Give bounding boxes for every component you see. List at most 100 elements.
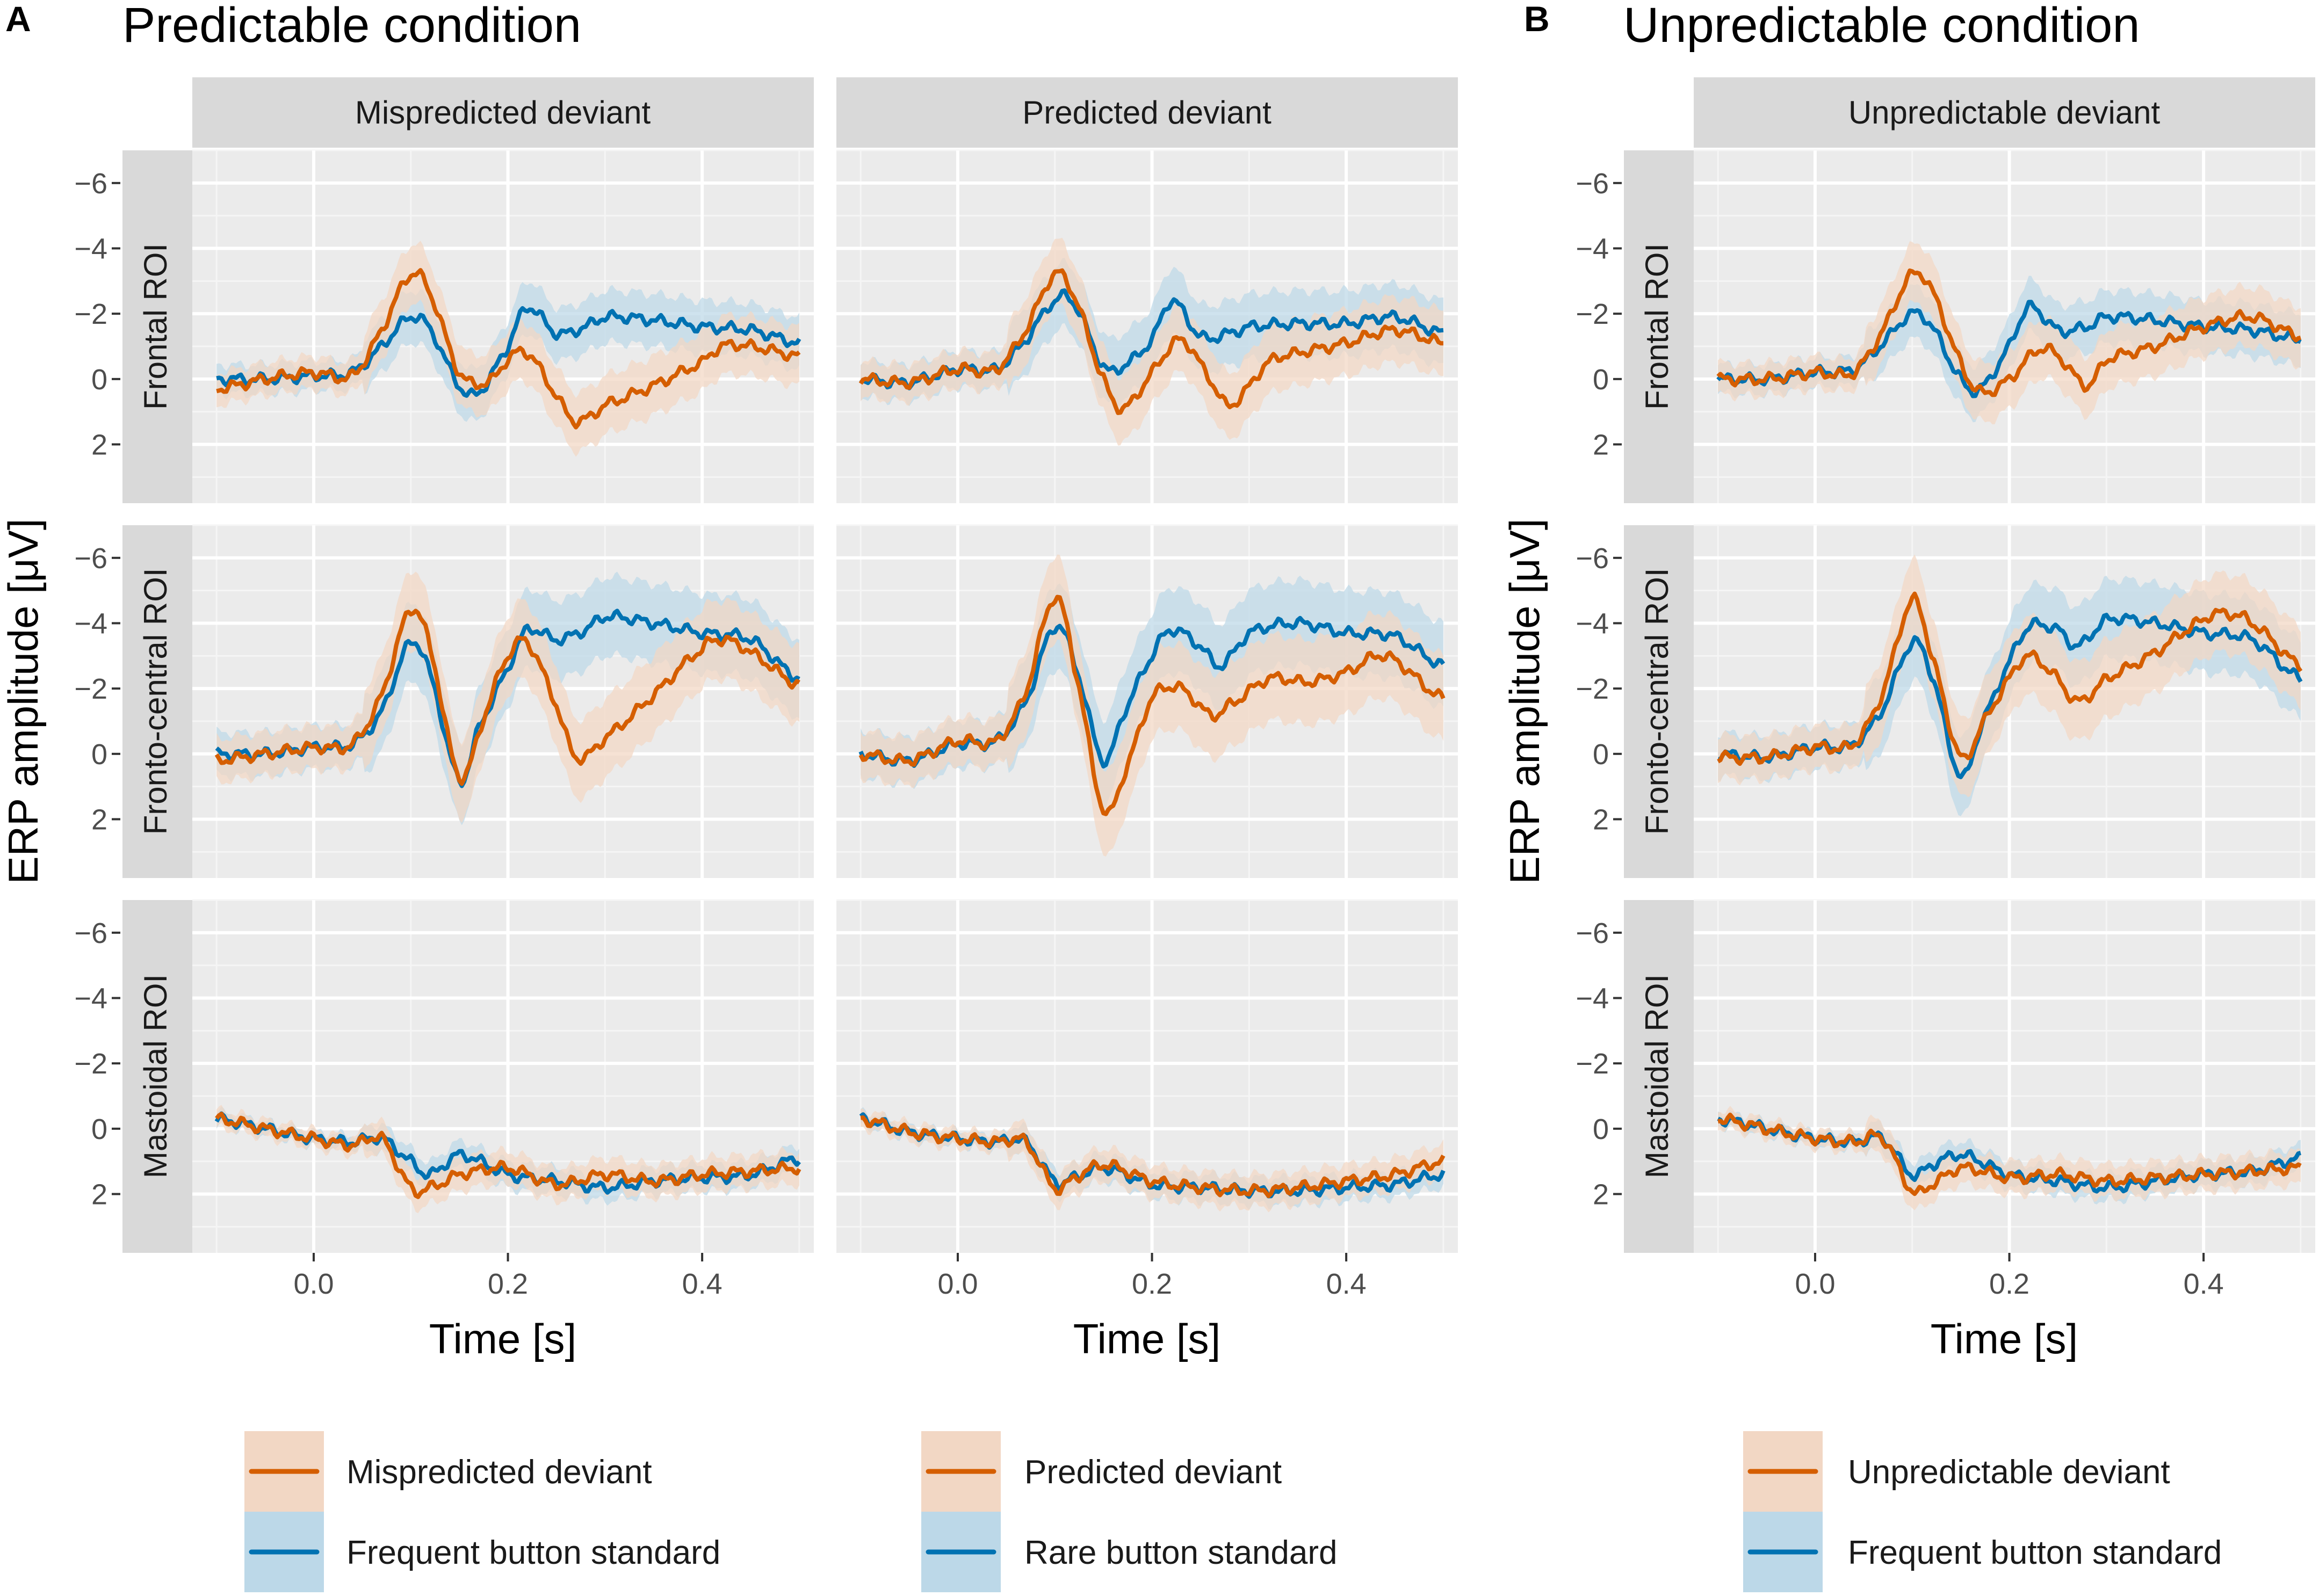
ribbon-deviant: [861, 554, 1443, 857]
panel-1-2: 0.0 0.2 0.4: [836, 899, 1458, 1300]
y-tick-label: −2: [1576, 298, 1609, 330]
panel-0-2: −6 −4 −2 0 2 0.0 0.2 0.4: [74, 899, 814, 1300]
y-tick-label: −6: [74, 542, 107, 575]
legend-label-standard: Frequent button standard: [346, 1534, 720, 1571]
y-tick-label: −2: [1576, 673, 1609, 705]
x-tick-label: 0.0: [937, 1268, 978, 1300]
panel-2-1: −6 −4 −2 0 2: [1576, 524, 2315, 878]
panel-a-title: Predictable condition: [122, 0, 581, 53]
series-line-deviant: [860, 1115, 1446, 1199]
legend-unpredictable: Unpredictable deviant Frequent button st…: [1743, 1431, 2222, 1592]
panel-2-2: −6 −4 −2 0 2 0.0 0.2 0.4: [1576, 899, 2315, 1300]
column-strip-unpredictable: Unpredictable deviant: [1694, 77, 2315, 148]
y-tick-label: −4: [1576, 233, 1609, 265]
y-tick-label: −4: [1576, 608, 1609, 640]
y-tick-label: −6: [74, 917, 107, 949]
y-tick-label: −2: [74, 298, 107, 330]
y-tick-label: −4: [74, 983, 107, 1015]
y-tick-label: 0: [1593, 1113, 1609, 1145]
x-tick-label: 0.2: [488, 1268, 528, 1300]
y-tick-label: 2: [1593, 429, 1609, 461]
ribbon-standard: [216, 571, 799, 825]
y-tick-label: −2: [1576, 1048, 1609, 1080]
panel-1-0: [836, 149, 1458, 503]
row-label: Frontal ROI: [1639, 243, 1675, 410]
series-line-deviant: [214, 608, 800, 786]
series-line-deviant: [858, 594, 1446, 816]
row-strip-mastoidal-b: Mastoidal ROI: [1624, 900, 1694, 1253]
x-tick-label: 0.4: [2184, 1268, 2224, 1300]
y-tick-label: 0: [1593, 364, 1609, 396]
legend-mispredicted: Mispredicted deviant Frequent button sta…: [244, 1431, 720, 1592]
x-tick-label: 0.4: [682, 1268, 723, 1300]
panel-b-letter: B: [1524, 0, 1550, 39]
y-tick-label: −2: [74, 1048, 107, 1080]
strip-label: Predicted deviant: [1022, 95, 1272, 130]
y-tick-label: −4: [1576, 983, 1609, 1015]
legend-label-deviant: Unpredictable deviant: [1848, 1454, 2170, 1491]
series-line-standard: [215, 608, 800, 788]
x-tick-label: 0.2: [1132, 1268, 1172, 1300]
panel-b-title: Unpredictable condition: [1623, 0, 2140, 53]
x-tick-label: 0.0: [1795, 1268, 1835, 1300]
row-strip-frontal-b: Frontal ROI: [1624, 150, 1694, 503]
row-label: Mastoidal ROI: [1639, 974, 1675, 1178]
plot-background: [1694, 900, 2315, 1253]
row-strip-mastoidal-a: Mastoidal ROI: [122, 900, 192, 1253]
row-label: Fronto-central ROI: [138, 568, 174, 835]
panel-0-0: −6 −4 −2 0 2: [74, 149, 814, 503]
column-strip-mispredicted: Mispredicted deviant: [192, 77, 814, 148]
y-tick-label: −4: [74, 233, 107, 265]
y-tick-label: 0: [1593, 738, 1609, 771]
row-strip-fronto-central-a: Fronto-central ROI: [122, 525, 192, 878]
ribbon-deviant: [1718, 241, 2301, 425]
y-tick-label: 2: [91, 429, 107, 461]
y-tick-label: 0: [91, 738, 107, 771]
series-line-deviant: [1717, 591, 2303, 766]
y-tick-label: −6: [1576, 168, 1609, 200]
row-strip-fronto-central-b: Fronto-central ROI: [1624, 525, 1694, 878]
row-strip-frontal-a: Frontal ROI: [122, 150, 192, 503]
column-strip-predicted: Predicted deviant: [836, 77, 1458, 148]
x-axis-title-col3: Time [s]: [1931, 1315, 2078, 1362]
plot-panels: −6 −4 −2 0 2 −6 −4 −2 0 2 −6 −4 −2 0 2 −6 −4 −2 0 2 −6 −4 −2 0 2…: [74, 149, 2315, 1300]
row-label: Mastoidal ROI: [138, 974, 174, 1178]
y-tick-label: 2: [91, 1179, 107, 1211]
y-tick-label: −2: [74, 673, 107, 705]
ribbon-deviant: [1718, 1106, 2301, 1210]
x-tick-label: 0.4: [1326, 1268, 1367, 1300]
y-tick-label: 2: [1593, 1179, 1609, 1211]
y-tick-label: −6: [1576, 542, 1609, 575]
strip-label: Mispredicted deviant: [355, 95, 651, 130]
row-label: Fronto-central ROI: [1639, 568, 1675, 835]
plot-background: [192, 900, 814, 1253]
panel-2-0: −6 −4 −2 0 2: [1576, 149, 2315, 503]
y-axis-title-b: ERP amplitude [μV]: [1501, 519, 1548, 884]
series-line-deviant: [858, 268, 1443, 415]
y-tick-label: −6: [1576, 917, 1609, 949]
legend-label-standard: Frequent button standard: [1848, 1534, 2222, 1571]
panel-a-letter: A: [5, 0, 31, 39]
series-line-deviant: [215, 1112, 801, 1199]
series-line-deviant: [1716, 268, 2302, 397]
strip-label: Unpredictable deviant: [1848, 95, 2161, 130]
y-axis-title-a: ERP amplitude [μV]: [0, 519, 47, 884]
y-tick-label: 0: [91, 364, 107, 396]
ribbon-deviant: [216, 571, 799, 823]
panel-0-1: −6 −4 −2 0 2: [74, 524, 814, 878]
series-line-deviant: [216, 268, 801, 430]
y-tick-label: −6: [74, 168, 107, 200]
x-tick-label: 0.0: [293, 1268, 334, 1300]
x-tick-label: 0.2: [1989, 1268, 2029, 1300]
row-label: Frontal ROI: [138, 243, 174, 410]
legend-label-deviant: Predicted deviant: [1024, 1454, 1282, 1491]
y-tick-label: −4: [74, 608, 107, 640]
panel-1-1: [836, 524, 1458, 878]
legend-label-deviant: Mispredicted deviant: [346, 1454, 652, 1491]
x-axis-title-col2: Time [s]: [1073, 1315, 1220, 1362]
y-tick-label: 2: [91, 804, 107, 836]
legend-label-standard: Rare button standard: [1024, 1534, 1338, 1571]
y-tick-label: 0: [91, 1113, 107, 1145]
legend-predicted: Predicted deviant Rare button standard: [921, 1431, 1338, 1592]
